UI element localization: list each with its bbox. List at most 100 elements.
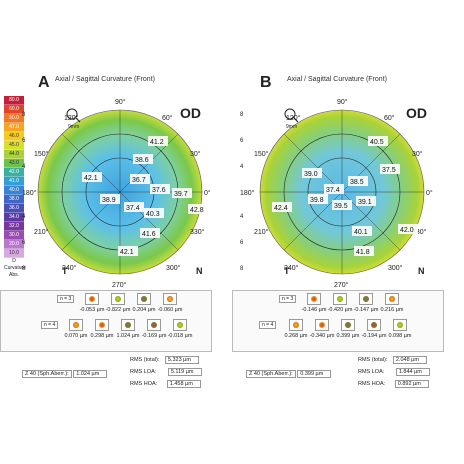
scale-step: 80.0 xyxy=(4,96,24,105)
zernike-icon xyxy=(315,319,329,331)
map-value: 37.6 xyxy=(152,187,166,194)
map-value: 39.7 xyxy=(174,191,188,198)
curvature-map: 90° 180° 0° 270° 120° 60° 240° 300° 150°… xyxy=(240,98,433,297)
rms-loa-label: RMS LOA: xyxy=(358,369,385,375)
zernike-icon xyxy=(289,319,303,331)
zernike-term[interactable]: 0.298 µm xyxy=(89,319,115,339)
rms-total-row: RMS (total): 5.323 µm xyxy=(130,356,199,364)
zernike-term[interactable]: 0.399 µm xyxy=(335,319,361,339)
scale-step: 47.0 xyxy=(4,123,24,132)
rms-total-label: RMS (total): xyxy=(130,357,160,363)
zernike-term[interactable]: -0.018 µm xyxy=(167,319,193,339)
zernike-term[interactable]: 0.098 µm xyxy=(387,319,413,339)
map-value: 42.8 xyxy=(190,207,204,214)
panel-label: A xyxy=(38,74,50,91)
scale-step: 10.0 xyxy=(4,249,24,258)
tick-90: 90° xyxy=(115,98,126,106)
scale-step: 43.0 xyxy=(4,159,24,168)
zernike-term[interactable]: -0.340 µm xyxy=(309,319,335,339)
map-value: 38.5 xyxy=(350,179,364,186)
zernike-icon xyxy=(367,319,381,331)
rms-hoa-label: RMS HOA: xyxy=(358,381,386,387)
zernike-term[interactable]: -0.822 µm xyxy=(105,293,131,313)
temporal-label: T xyxy=(62,266,68,276)
zoom-icon[interactable] xyxy=(66,108,78,120)
map-value: 41.8 xyxy=(356,249,370,256)
zernike-icon xyxy=(137,293,151,305)
tick-240: 240° xyxy=(62,264,77,272)
axis-y-tick: 6 xyxy=(22,240,26,246)
tick-330: 330° xyxy=(412,228,427,236)
rms-loa-row: RMS LOA: 1.844 µm xyxy=(358,368,430,376)
zernike-value: -0.169 µm xyxy=(141,333,167,339)
zernike-panel: n = 3 n = 4 -0.053 µm -0.822 µm 0.204 µm… xyxy=(0,290,212,352)
map-value: 36.7 xyxy=(132,177,146,184)
zernike-term[interactable]: -0.169 µm xyxy=(141,319,167,339)
axis-y-tick: 4 xyxy=(240,164,244,170)
zoom-icon[interactable] xyxy=(284,108,296,120)
map-value: 40.5 xyxy=(370,139,384,146)
tick-150: 150° xyxy=(34,150,49,158)
zernike-icon xyxy=(95,319,109,331)
zernike-value: 0.204 µm xyxy=(132,307,156,313)
zernike-term[interactable]: -0.053 µm xyxy=(79,293,105,313)
map-value: 39.8 xyxy=(310,197,324,204)
z40-row: Z 40 (Sph.Aberr.): 1.024 µm xyxy=(22,370,108,378)
zernike-term[interactable]: -0.146 µm xyxy=(301,293,327,313)
eye-label: OD xyxy=(180,105,201,121)
scale-step: 32.0 xyxy=(4,222,24,231)
axis-y-tick: 6 xyxy=(240,240,244,246)
tick-150: 150° xyxy=(254,150,269,158)
rms-total-value: 5.323 µm xyxy=(164,356,199,364)
rms-hoa-value: 0.892 µm xyxy=(394,380,429,388)
zernike-value: -0.060 µm xyxy=(157,307,183,313)
scale-step: 36.0 xyxy=(4,204,24,213)
zernike-value: -0.822 µm xyxy=(105,307,131,313)
scale-step: 30.0 xyxy=(4,231,24,240)
scale-step: 42.0 xyxy=(4,168,24,177)
axis-y-tick: 4 xyxy=(22,164,26,170)
zernike-term[interactable]: 0.268 µm xyxy=(283,319,309,339)
zernike-term[interactable]: 0.070 µm xyxy=(63,319,89,339)
map-value: 37.5 xyxy=(382,167,396,174)
tick-210: 210° xyxy=(34,228,49,236)
tick-30: 30° xyxy=(412,150,423,158)
tick-180: 180° xyxy=(240,189,255,197)
rms-total-label: RMS (total): xyxy=(358,357,388,363)
zernike-value: -0.420 µm xyxy=(327,307,353,313)
zernike-value: -0.053 µm xyxy=(79,307,105,313)
map-value: 42.0 xyxy=(400,227,414,234)
z40-label: Z 40 (Sph.Aberr.): xyxy=(22,370,72,378)
tick-270: 270° xyxy=(112,281,127,289)
zernike-term[interactable]: -0.420 µm xyxy=(327,293,353,313)
zernike-term[interactable]: -0.147 µm xyxy=(353,293,379,313)
zernike-value: -0.194 µm xyxy=(361,333,387,339)
zernike-icon xyxy=(173,319,187,331)
map-value: 39.0 xyxy=(304,171,318,178)
zernike-icon xyxy=(163,293,177,305)
tick-300: 300° xyxy=(166,264,181,272)
panel-label: B xyxy=(260,74,272,91)
rms-loa-label: RMS LOA: xyxy=(130,369,157,375)
rms-hoa-row: RMS HOA: 1.458 µm xyxy=(130,380,201,388)
zernike-term[interactable]: -0.194 µm xyxy=(361,319,387,339)
order-label: n = 4 xyxy=(41,321,59,329)
zernike-icon xyxy=(393,319,407,331)
map-value: 39.5 xyxy=(334,203,348,210)
zernike-term[interactable]: 0.216 µm xyxy=(379,293,405,313)
scale-type: Curvature xyxy=(4,265,26,272)
axis-y-tick: 4 xyxy=(240,214,244,220)
map-value: 38.6 xyxy=(135,157,149,164)
eye-label: OD xyxy=(406,105,427,121)
order-label: n = 3 xyxy=(57,295,75,303)
panel-title: Axial / Sagittal Curvature (Front) xyxy=(287,76,387,83)
zernike-row-4: 0.070 µm 0.298 µm 1.024 µm -0.169 µm -0.… xyxy=(63,319,193,339)
panel-b: B Axial / Sagittal Curvature (Front) 90°… xyxy=(232,74,444,396)
scale-step: 60.0 xyxy=(4,105,24,114)
zernike-term[interactable]: 1.024 µm xyxy=(115,319,141,339)
rms-total-value: 2.048 µm xyxy=(392,356,427,364)
scale-step: 38.0 xyxy=(4,195,24,204)
zernike-term[interactable]: 0.204 µm xyxy=(131,293,157,313)
map-value: 41.6 xyxy=(142,231,156,238)
zernike-term[interactable]: -0.060 µm xyxy=(157,293,183,313)
